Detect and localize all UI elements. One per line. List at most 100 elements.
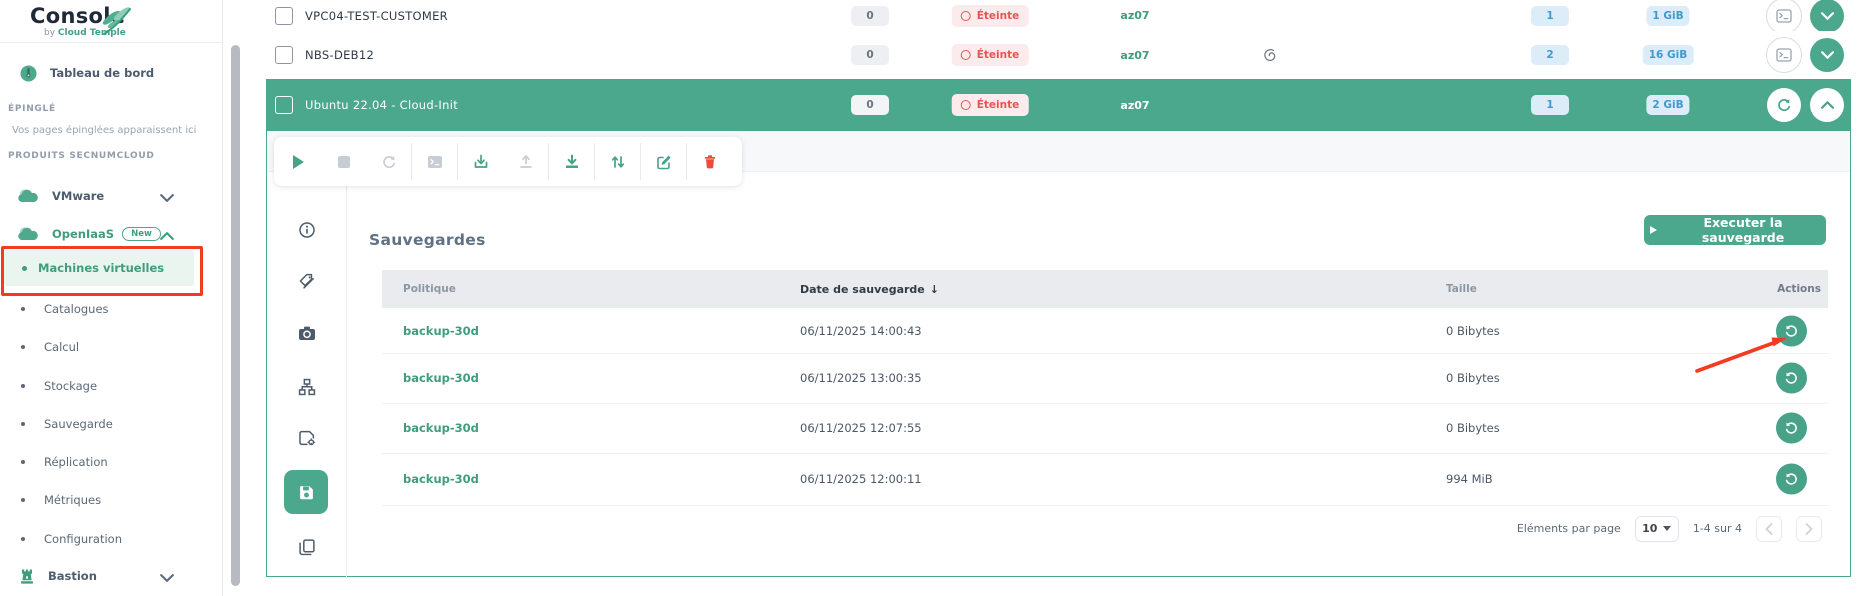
sidebar-item-catalogues[interactable]: Catalogues: [0, 290, 205, 328]
tab-snapshots[interactable]: [298, 325, 316, 341]
stop-vm-button[interactable]: [321, 137, 366, 186]
restore-backup-button[interactable]: [1776, 412, 1807, 444]
status-badge: Éteinte: [951, 94, 1029, 116]
cloud-icon: [18, 227, 38, 240]
eject-media-button[interactable]: [503, 137, 548, 186]
sidebar-item-sauvegarde[interactable]: Sauvegarde: [0, 405, 205, 443]
tab-storage-policy[interactable]: [298, 430, 315, 447]
column-header-date[interactable]: Date de sauvegarde ↓: [800, 282, 939, 296]
next-page-button[interactable]: [1796, 515, 1822, 542]
sidebar-item-label: Catalogues: [44, 302, 109, 316]
dashboard-icon: [20, 64, 37, 82]
vm-name: NBS-DEB12: [305, 48, 375, 62]
tab-clone[interactable]: [298, 539, 315, 556]
availability-zone-link[interactable]: az07: [1120, 9, 1150, 22]
vm-table-row[interactable]: VPC04-TEST-CUSTOMER 0 Éteinte az07 1 1 G…: [266, 0, 1851, 34]
sidebar-group-openiaas[interactable]: OpenIaaS New: [0, 218, 210, 250]
insert-media-button[interactable]: [458, 137, 503, 186]
console-button[interactable]: [1766, 37, 1802, 73]
tab-network[interactable]: [298, 378, 315, 396]
vm-table-row-selected[interactable]: Ubuntu 22.04 - Cloud-Init 0 Éteinte az07…: [266, 79, 1851, 131]
sidebar-item-metriques[interactable]: Métriques: [0, 481, 205, 519]
sidebar-item-stockage[interactable]: Stockage: [0, 367, 205, 405]
insert-media-icon: [474, 154, 487, 168]
cpu-badge: 1: [1531, 95, 1569, 115]
divider: [0, 42, 222, 43]
sidebar-item-dashboard[interactable]: Tableau de bord: [0, 58, 210, 88]
tasks-badge: 0: [851, 45, 889, 65]
pinned-empty-text: Vos pages épinglées apparaissent ici: [12, 125, 197, 136]
row-checkbox[interactable]: [275, 96, 293, 114]
start-vm-button[interactable]: [276, 137, 321, 186]
camera-icon: [298, 326, 315, 340]
execute-backup-button[interactable]: Executer la sauvegarde: [1644, 215, 1826, 245]
tasks-badge: 0: [851, 95, 889, 115]
sidebar-group-bastion[interactable]: Bastion: [0, 560, 210, 592]
ram-badge: 16 GiB: [1642, 45, 1694, 65]
vm-name: Ubuntu 22.04 - Cloud-Init: [305, 98, 459, 112]
edit-vm-button[interactable]: [641, 137, 686, 186]
sidebar: Console by Cloud Temple Tableau de bord …: [0, 0, 223, 596]
sidebar-group-vmware[interactable]: VMware: [0, 180, 210, 212]
row-checkbox[interactable]: [275, 46, 293, 64]
page-range: 1-4 sur 4: [1692, 522, 1742, 535]
tasks-badge: 0: [851, 5, 889, 26]
backup-policy-link[interactable]: backup-30d: [403, 371, 479, 385]
save-icon: [299, 485, 313, 499]
row-checkbox[interactable]: [275, 6, 293, 25]
sidebar-item-label: Réplication: [44, 455, 108, 469]
divider: [411, 143, 412, 180]
caret-down-icon: [1663, 526, 1672, 531]
backup-size: 0 Bibytes: [1446, 421, 1500, 435]
open-console-button[interactable]: [412, 137, 457, 186]
backup-policy-link[interactable]: backup-30d: [403, 421, 479, 435]
expand-row-button[interactable]: [1810, 0, 1844, 33]
vm-table-row[interactable]: NBS-DEB12 0 Éteinte az07 2 16 GiB: [266, 31, 1851, 80]
tab-info[interactable]: [298, 222, 315, 239]
sidebar-item-label: Métriques: [44, 493, 102, 507]
restore-backup-button[interactable]: [1776, 315, 1807, 346]
tab-tags[interactable]: [298, 273, 315, 290]
sidebar-item-replication[interactable]: Réplication: [0, 443, 205, 481]
backup-date: 06/11/2025 12:07:55: [800, 421, 922, 435]
refresh-row-button[interactable]: [1767, 88, 1801, 122]
sidebar-item-machines-virtuelles[interactable]: Machines virtuelles: [4, 250, 194, 286]
sidebar-item-configuration[interactable]: Configuration: [0, 520, 205, 558]
scrollbar-thumb[interactable]: [231, 45, 240, 586]
expand-row-button[interactable]: [1810, 38, 1844, 72]
restart-vm-button[interactable]: [366, 137, 411, 186]
column-header-size: Taille: [1446, 283, 1477, 295]
download-button[interactable]: [549, 137, 594, 186]
products-section-title: PRODUITS SECNUMCLOUD: [8, 151, 155, 161]
collapse-row-button[interactable]: [1810, 88, 1844, 122]
availability-zone-link[interactable]: az07: [1120, 98, 1150, 112]
ram-badge: 1 GiB: [1646, 5, 1690, 26]
delete-vm-button[interactable]: [687, 137, 732, 186]
debian-os-icon: [1264, 48, 1276, 61]
sidebar-item-calcul[interactable]: Calcul: [0, 328, 205, 366]
bastion-tower-icon: [21, 569, 33, 584]
backup-policy-link[interactable]: backup-30d: [403, 323, 479, 338]
vm-detail-panel: Sauvegardes Executer la sauvegarde Polit…: [266, 131, 1851, 577]
backup-policy-link[interactable]: backup-30d: [403, 472, 479, 486]
per-page-select[interactable]: 10: [1634, 515, 1679, 542]
per-page-label: Eléments par page: [1516, 522, 1621, 535]
sort-desc-icon: ↓: [929, 282, 939, 296]
info-icon: [298, 222, 315, 238]
resize-vm-button[interactable]: [595, 137, 640, 186]
divider: [640, 143, 641, 180]
terminal-icon: [1776, 48, 1792, 62]
logo-brand: Cloud Temple: [57, 28, 126, 38]
eject-icon: [519, 154, 532, 168]
vm-name: VPC04-TEST-CUSTOMER: [305, 8, 448, 23]
restore-backup-button[interactable]: [1776, 362, 1807, 394]
pinned-section-title: ÉPINGLÉ: [8, 104, 56, 114]
availability-zone-link[interactable]: az07: [1120, 48, 1150, 62]
tab-backups-active[interactable]: [284, 470, 328, 514]
console-button[interactable]: [1766, 0, 1802, 34]
previous-page-button[interactable]: [1756, 515, 1782, 542]
cpu-badge: 2: [1531, 45, 1569, 65]
restore-backup-button[interactable]: [1776, 463, 1807, 495]
chevron-down-icon: [1820, 51, 1834, 59]
